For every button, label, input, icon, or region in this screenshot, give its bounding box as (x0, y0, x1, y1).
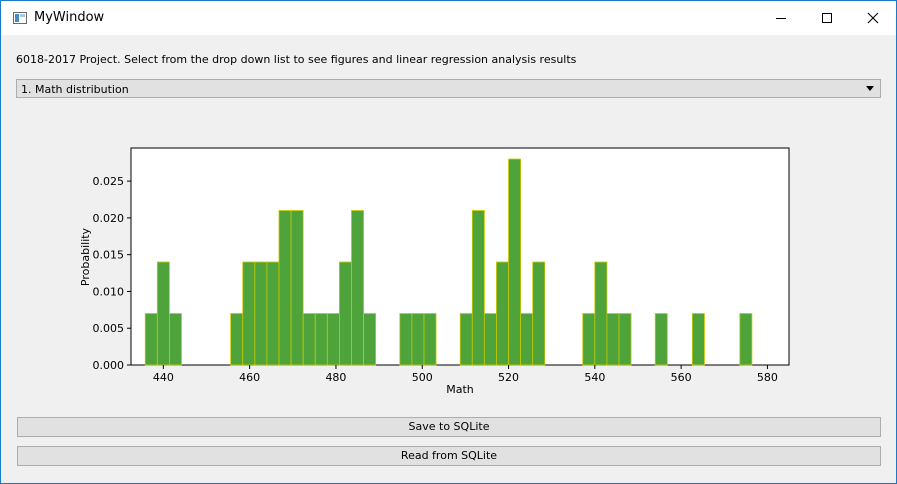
minimize-icon (776, 18, 786, 19)
x-tick-label: 460 (239, 371, 260, 384)
histogram-bar-6 (266, 261, 280, 366)
histogram-bar-9 (302, 313, 316, 366)
histogram-bar-22 (508, 158, 522, 366)
x-tick-label: 520 (498, 371, 519, 384)
histogram-bar-30 (691, 313, 705, 366)
y-tick-label: 0.020 (93, 212, 125, 225)
y-tick-label: 0.000 (93, 359, 125, 372)
histogram-bar-8 (290, 210, 304, 366)
histogram-bar-1 (156, 261, 170, 366)
histogram-bar-28 (618, 313, 632, 366)
histogram-bar-31 (739, 313, 753, 366)
histogram-bar-2 (169, 313, 182, 366)
histogram-bar-3 (230, 313, 244, 366)
x-tick-label: 480 (325, 371, 346, 384)
histogram-bar-14 (363, 313, 377, 366)
histogram-bar-13 (351, 210, 364, 366)
app-window-icon (13, 12, 27, 24)
x-tick-label: 440 (153, 371, 174, 384)
histogram-bar-7 (278, 210, 292, 366)
histogram-bar-5 (254, 261, 268, 366)
minimize-button[interactable] (758, 1, 804, 35)
x-tick-label: 580 (757, 371, 778, 384)
x-tick-label: 560 (671, 371, 692, 384)
histogram-bar-24 (532, 261, 546, 366)
histogram-bar-11 (326, 313, 340, 366)
histogram-bar-20 (483, 313, 497, 366)
histogram-bar-0 (144, 313, 158, 366)
maximize-icon (822, 13, 832, 23)
histogram-bar-21 (496, 261, 509, 366)
histogram-bar-27 (606, 313, 620, 366)
y-tick-label: 0.015 (93, 249, 125, 262)
window-title: MyWindow (34, 10, 105, 25)
histogram-bar-23 (520, 313, 534, 366)
dropdown-selected-value: 1. Math distribution (21, 83, 129, 96)
x-tick-label: 500 (412, 371, 433, 384)
histogram-bar-15 (399, 313, 413, 366)
maximize-button[interactable] (804, 1, 850, 35)
description-label: 6018-2017 Project. Select from the drop … (16, 53, 577, 66)
histogram-chart: 440 460 480 500 520 540 560 580 0.000 0.005 0.010… (79, 147, 790, 396)
figure-select-dropdown[interactable]: 1. Math distribution (16, 79, 881, 98)
histogram-bar-29 (654, 313, 668, 366)
histogram-bar-18 (459, 313, 473, 366)
close-button[interactable] (850, 1, 896, 35)
y-axis-label: Probability (79, 227, 92, 286)
histogram-bar-10 (314, 313, 328, 366)
save-to-sqlite-button[interactable]: Save to SQLite (17, 417, 881, 437)
x-axis-label: Math (446, 383, 474, 396)
histogram-bar-4 (242, 261, 256, 366)
histogram-bar-25 (582, 313, 596, 366)
histogram-bar-19 (471, 210, 485, 366)
y-tick-label: 0.005 (93, 322, 125, 335)
close-icon (867, 12, 879, 24)
chevron-down-icon (866, 86, 874, 91)
y-tick-label: 0.010 (93, 285, 125, 298)
histogram-bar-16 (411, 313, 425, 366)
histogram-bar-26 (594, 261, 608, 366)
y-tick-label: 0.025 (93, 175, 125, 188)
x-tick-label: 540 (584, 371, 605, 384)
read-from-sqlite-button[interactable]: Read from SQLite (17, 446, 881, 466)
histogram-bar-17 (423, 313, 437, 366)
histogram-bar-12 (339, 261, 352, 366)
title-bar[interactable]: MyWindow (1, 1, 896, 35)
